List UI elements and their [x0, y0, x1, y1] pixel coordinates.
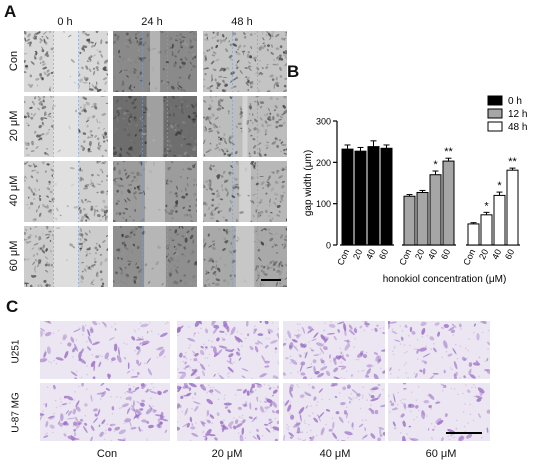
transwell-micrograph	[283, 321, 385, 379]
row-label-60um: 60 μM	[8, 240, 20, 272]
significance-marker: *	[484, 200, 489, 212]
transwell-micrograph	[177, 383, 279, 441]
scratch-micrograph	[24, 96, 108, 157]
scratch-micrograph	[24, 31, 108, 92]
significance-marker: *	[433, 159, 438, 171]
transwell-col-con: Con	[96, 448, 118, 460]
panel-a-letter: A	[4, 2, 17, 21]
bar	[403, 195, 416, 246]
bar	[429, 174, 442, 246]
x-tick-label: Con	[397, 248, 413, 267]
scratch-micrograph	[113, 96, 197, 157]
x-tick-label: 60	[377, 248, 390, 261]
bar	[493, 194, 506, 246]
transwell-col-40um: 40 μM	[319, 448, 351, 460]
scratch-micrograph	[24, 226, 108, 287]
transwell-col-60um: 60 μM	[425, 448, 457, 460]
bar	[341, 148, 354, 246]
time-label-48h: 48 h	[231, 16, 253, 28]
legend-label: 48 h	[508, 122, 527, 133]
bar	[480, 214, 493, 246]
y-tick-label: 100	[316, 199, 331, 209]
row-label-40um: 40 μM	[8, 175, 20, 207]
x-tick-label: 40	[426, 248, 439, 261]
bar	[380, 147, 393, 246]
scratch-micrograph	[113, 226, 197, 287]
x-tick-label: 40	[490, 248, 503, 261]
transwell-micrograph	[177, 321, 279, 379]
significance-marker: *	[497, 180, 502, 192]
transwell-micrograph	[388, 321, 490, 379]
scratch-micrograph	[203, 31, 287, 92]
significance-marker: **	[444, 146, 453, 158]
significance-marker: **	[508, 156, 517, 168]
bar	[442, 160, 455, 246]
y-tick-label: 0	[326, 241, 331, 251]
cell-line-label-u251: U251	[10, 339, 22, 364]
scratch-micrograph	[24, 161, 108, 222]
panel-b-letter: B	[287, 62, 300, 81]
scratch-micrograph	[203, 161, 287, 222]
scratch-micrograph	[113, 161, 197, 222]
transwell-micrograph	[388, 383, 490, 441]
y-tick-label: 200	[316, 158, 331, 168]
legend-label: 12 h	[508, 109, 527, 120]
transwell-micrograph	[283, 383, 385, 441]
row-label-20um: 20 μM	[8, 110, 20, 142]
scratch-micrograph	[113, 31, 197, 92]
x-tick-label: 40	[364, 248, 377, 261]
x-tick-label: 20	[413, 248, 426, 261]
row-label-con: Con	[8, 50, 20, 72]
bar	[467, 223, 480, 246]
time-label-0h: 0 h	[57, 16, 73, 28]
bar	[416, 192, 429, 246]
bar	[367, 146, 380, 246]
legend-label: 0 h	[508, 96, 522, 107]
legend-swatch	[487, 108, 503, 119]
transwell-micrograph	[40, 383, 170, 441]
panel-c-letter: C	[6, 297, 19, 316]
y-axis-label: gap width (μm)	[303, 150, 314, 216]
transwell-col-20um: 20 μM	[211, 448, 243, 460]
x-tick-label: 20	[477, 248, 490, 261]
time-label-24h: 24 h	[141, 16, 163, 28]
bar	[506, 169, 519, 246]
x-tick-label: Con	[335, 248, 351, 267]
transwell-micrograph	[40, 321, 170, 379]
x-tick-label: 60	[439, 248, 452, 261]
bar	[354, 150, 367, 246]
scratch-micrograph	[203, 96, 287, 157]
x-tick-label: 20	[351, 248, 364, 261]
x-axis-label: honokiol concentration (μM)	[383, 274, 507, 285]
x-tick-label: 60	[503, 248, 516, 261]
scratch-micrograph	[203, 226, 287, 287]
cell-line-label-u87mg: U-87 MG	[10, 392, 22, 433]
legend-swatch	[487, 95, 503, 106]
x-tick-label: Con	[461, 248, 477, 267]
legend-swatch	[487, 121, 503, 132]
y-tick-label: 300	[316, 117, 331, 127]
